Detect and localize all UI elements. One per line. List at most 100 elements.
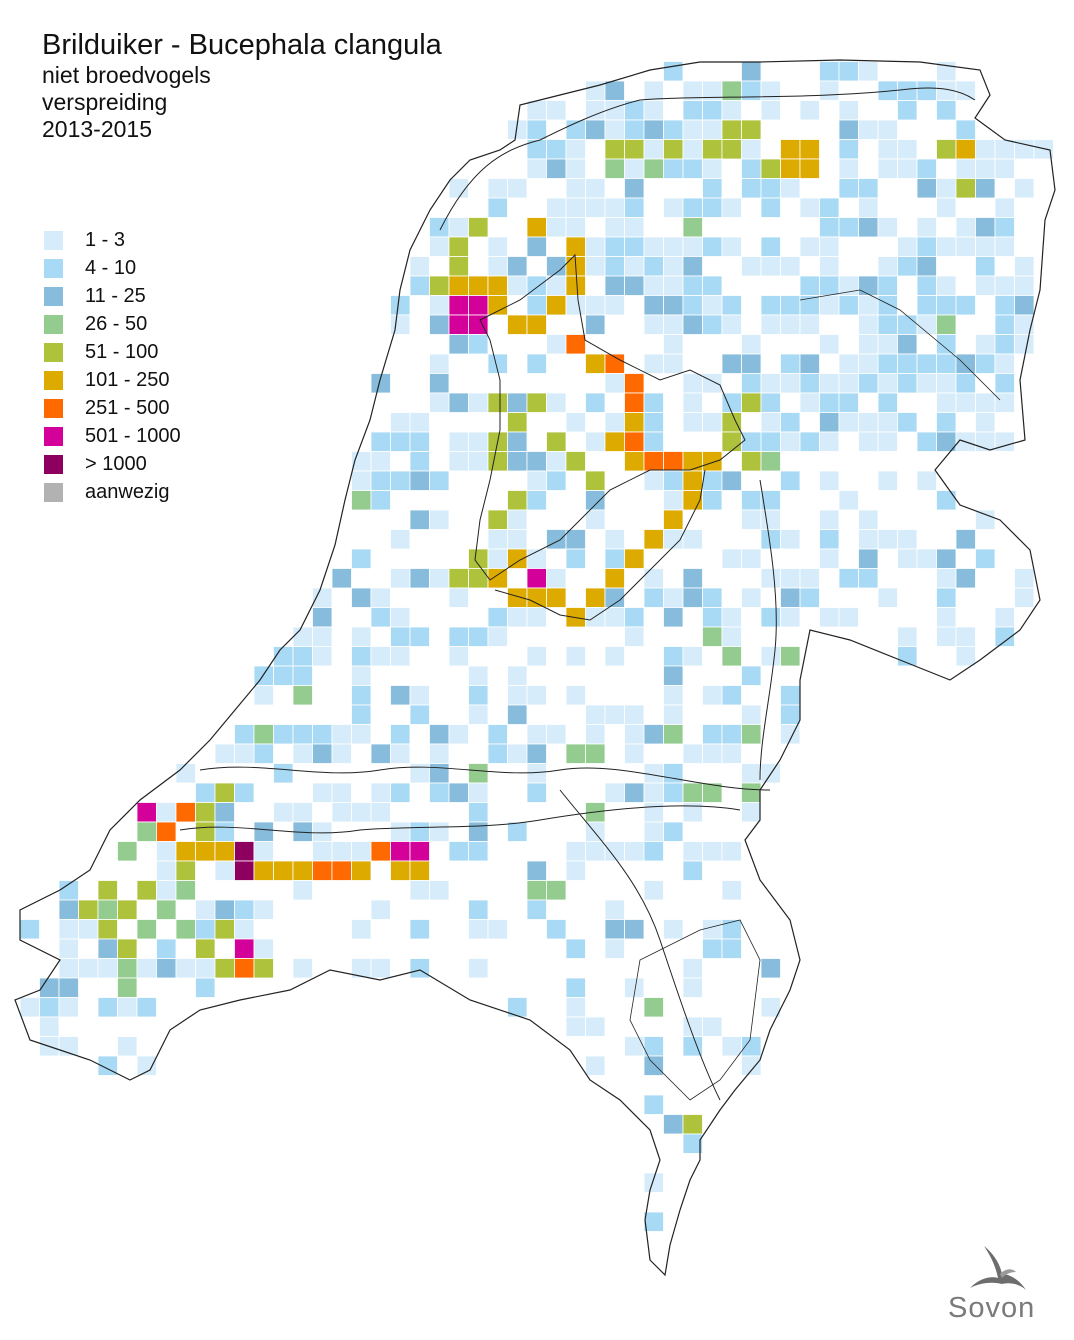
grid-cell bbox=[409, 919, 430, 940]
grid-cell bbox=[526, 217, 547, 238]
grid-cell bbox=[799, 568, 820, 589]
grid-cell bbox=[624, 977, 645, 998]
grid-cell bbox=[994, 295, 1015, 316]
grid-cell bbox=[624, 217, 645, 238]
grid-cell bbox=[760, 646, 781, 667]
grid-cell bbox=[1014, 178, 1035, 199]
grid-cell bbox=[799, 158, 820, 179]
grid-cell bbox=[936, 314, 957, 335]
grid-cell bbox=[643, 392, 664, 413]
grid-cell bbox=[741, 451, 762, 472]
grid-cell bbox=[799, 431, 820, 452]
grid-cell bbox=[1014, 256, 1035, 277]
grid-cell bbox=[936, 568, 957, 589]
grid-cell bbox=[624, 431, 645, 452]
grid-cell bbox=[507, 685, 528, 706]
grid-cell bbox=[58, 899, 79, 920]
grid-cell bbox=[838, 490, 859, 511]
grid-cell bbox=[546, 197, 567, 218]
grid-cell bbox=[897, 139, 918, 160]
grid-cell bbox=[994, 139, 1015, 160]
grid-cell bbox=[897, 626, 918, 647]
grid-cell bbox=[448, 392, 469, 413]
grid-cell bbox=[565, 860, 586, 881]
grid-cell bbox=[838, 158, 859, 179]
grid-cell bbox=[877, 470, 898, 491]
grid-cell bbox=[546, 724, 567, 745]
grid-cell bbox=[702, 373, 723, 394]
grid-cell bbox=[741, 353, 762, 374]
legend-item: 11 - 25 bbox=[44, 282, 181, 310]
grid-cell bbox=[331, 841, 352, 862]
grid-cell bbox=[780, 704, 801, 725]
grid-cell bbox=[760, 431, 781, 452]
grid-cell bbox=[195, 821, 216, 842]
grid-cell bbox=[546, 568, 567, 589]
grid-cell bbox=[897, 548, 918, 569]
grid-cell bbox=[643, 139, 664, 160]
legend-label: 11 - 25 bbox=[85, 284, 146, 307]
grid-cell bbox=[643, 1211, 664, 1232]
grid-cell bbox=[780, 646, 801, 667]
grid-cell bbox=[546, 139, 567, 160]
grid-cell bbox=[780, 353, 801, 374]
grid-cell bbox=[819, 334, 840, 355]
grid-cell bbox=[546, 392, 567, 413]
grid-cell bbox=[507, 431, 528, 452]
grid-cell bbox=[507, 451, 528, 472]
grid-cell bbox=[877, 334, 898, 355]
grid-cell bbox=[331, 782, 352, 803]
grid-cell bbox=[253, 938, 274, 959]
grid-cell bbox=[604, 158, 625, 179]
legend-label: 101 - 250 bbox=[85, 368, 170, 391]
grid-cell bbox=[624, 158, 645, 179]
grid-cell bbox=[175, 802, 196, 823]
grid-cell bbox=[1033, 139, 1054, 160]
grid-cell bbox=[468, 217, 489, 238]
grid-cell bbox=[253, 743, 274, 764]
grid-cell bbox=[838, 217, 859, 238]
grid-cell bbox=[955, 353, 976, 374]
river-maas-south bbox=[559, 789, 721, 1101]
grid-cell bbox=[546, 431, 567, 452]
grid-cell bbox=[292, 880, 313, 901]
grid-cell bbox=[897, 236, 918, 257]
grid-cell bbox=[390, 782, 411, 803]
grid-cell bbox=[565, 158, 586, 179]
grid-cell bbox=[468, 665, 489, 686]
grid-cell bbox=[819, 197, 840, 218]
grid-cell bbox=[117, 958, 138, 979]
grid-cells bbox=[19, 61, 1054, 1232]
grid-cell bbox=[702, 412, 723, 433]
grid-cell bbox=[916, 236, 937, 257]
grid-cell bbox=[507, 587, 528, 608]
grid-cell bbox=[468, 704, 489, 725]
grid-cell bbox=[741, 61, 762, 82]
grid-cell bbox=[858, 119, 879, 140]
grid-cell bbox=[390, 314, 411, 335]
grid-cell bbox=[409, 880, 430, 901]
grid-cell bbox=[429, 821, 450, 842]
grid-cell bbox=[663, 334, 684, 355]
grid-cell bbox=[663, 61, 684, 82]
grid-cell bbox=[858, 275, 879, 296]
grid-cell bbox=[448, 334, 469, 355]
grid-cell bbox=[409, 568, 430, 589]
grid-cell bbox=[526, 353, 547, 374]
grid-cell bbox=[897, 353, 918, 374]
grid-cell bbox=[741, 334, 762, 355]
grid-cell bbox=[741, 80, 762, 101]
grid-cell bbox=[799, 314, 820, 335]
grid-cell bbox=[838, 139, 859, 160]
grid-cell bbox=[175, 860, 196, 881]
grid-cell bbox=[702, 587, 723, 608]
grid-cell bbox=[273, 665, 294, 686]
grid-cell bbox=[721, 880, 742, 901]
grid-cell bbox=[741, 392, 762, 413]
grid-cell bbox=[721, 1036, 742, 1057]
grid-cell bbox=[858, 61, 879, 82]
grid-cell bbox=[936, 100, 957, 121]
grid-cell bbox=[858, 509, 879, 530]
grid-cell bbox=[487, 353, 508, 374]
grid-cell bbox=[936, 587, 957, 608]
